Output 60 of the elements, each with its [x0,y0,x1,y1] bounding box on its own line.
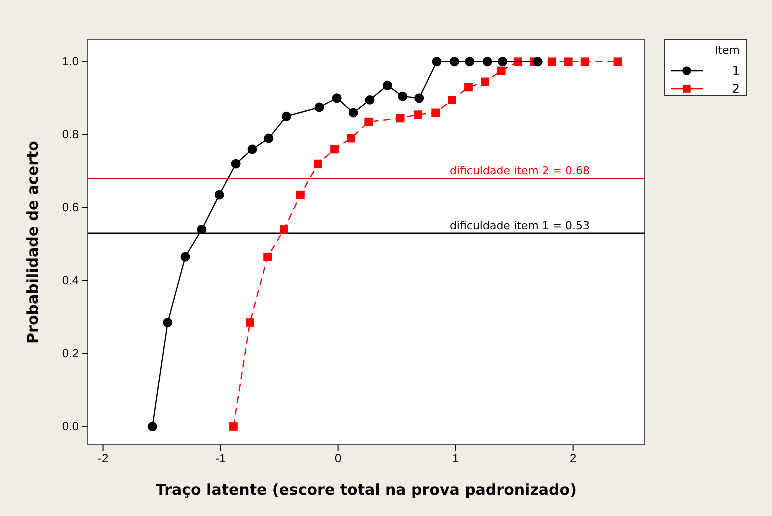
point [330,145,339,154]
point [347,134,356,143]
x-tick-label: -2 [98,452,109,466]
text: 1 [732,64,740,78]
point [264,252,272,262]
point [482,57,492,67]
x-tick-label: 0 [334,452,342,466]
point [296,190,305,200]
y-tick-label: 0.4 [62,274,80,288]
point [548,58,556,66]
point [282,112,292,122]
y-tick-label: 1.0 [62,54,80,69]
point [314,160,323,168]
ref-line-label: dificuldade item 1 = 0.53 [450,219,590,232]
ref-line-label: dificuldade item 2 = 0.68 [450,164,590,178]
point [365,95,375,105]
point [465,57,475,67]
x-tick-label: -1 [215,452,226,466]
point [396,114,405,123]
point [464,83,473,92]
point [148,422,158,432]
point [497,66,506,76]
point [432,108,440,118]
point [414,94,424,104]
x-axis-title: Traço latente (escore total na prova padronizado) [156,481,577,499]
point [564,58,573,66]
point [280,226,288,234]
y-tick-label: 0.2 [62,346,80,361]
point [398,92,408,102]
point [332,94,342,104]
y-tick-label: 0.8 [62,128,80,142]
x-tick-label: 1 [452,452,460,466]
point [481,78,490,86]
point [498,57,508,67]
x-tick-label: 2 [570,452,577,466]
y-tick-label: 0.6 [62,200,80,215]
point [214,190,224,200]
point [231,159,241,169]
y-axis-title: Probabilidade de acerto [24,141,42,344]
point [230,422,238,431]
point [364,118,374,126]
point [246,318,254,327]
point [580,58,590,66]
text: 2 [732,82,740,96]
point [248,144,258,154]
point [197,225,207,234]
point [314,102,324,112]
point [414,110,422,119]
point [163,318,173,328]
point [432,57,442,67]
point [180,252,190,262]
point [348,108,358,118]
y-tick-label: 0.0 [62,420,80,434]
point [264,134,274,144]
point [448,96,456,104]
point [533,57,543,67]
point [614,58,622,66]
point [450,57,460,67]
legend-title: Item [714,44,740,57]
point [382,80,392,90]
